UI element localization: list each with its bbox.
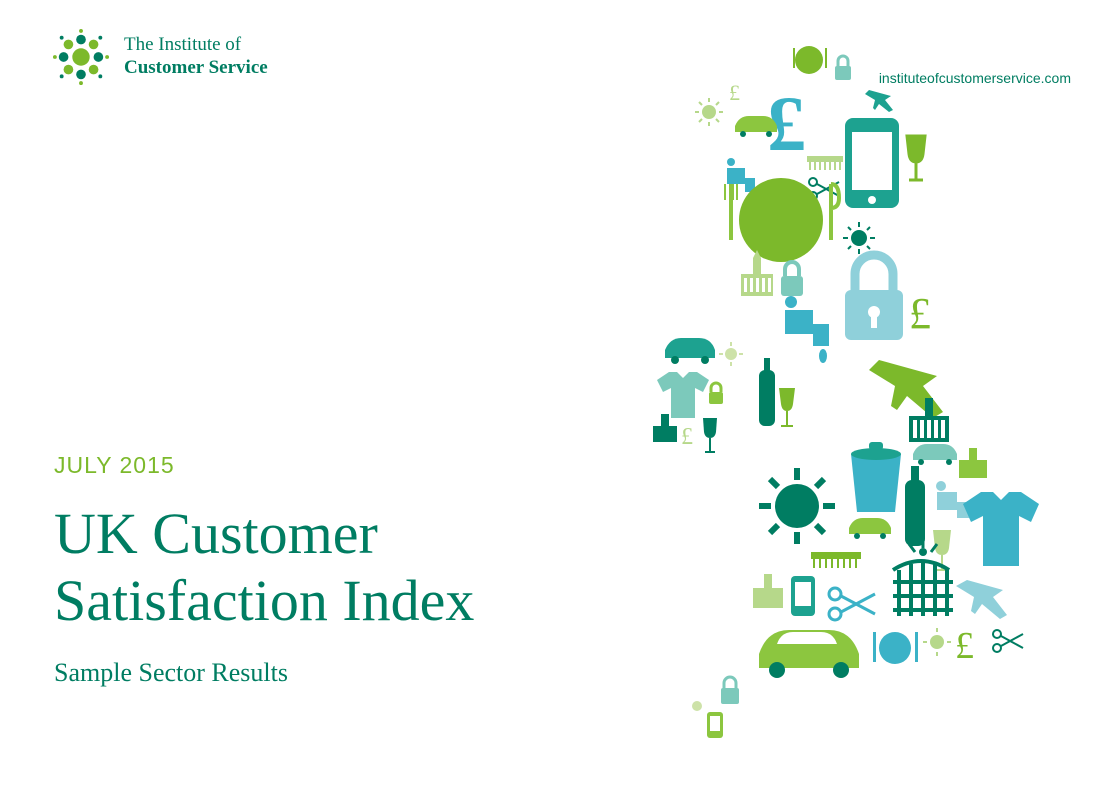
sun-icon	[843, 222, 875, 254]
padlock-icon	[835, 56, 851, 80]
shirt-icon	[657, 372, 709, 418]
main-title-text: UK Customer Satisfaction Index	[54, 501, 474, 633]
comb-icon	[807, 156, 843, 170]
plate-cutlery-icon	[873, 632, 918, 664]
scissors-icon	[829, 588, 875, 620]
padlock-icon	[709, 383, 723, 404]
parliament-icon	[909, 398, 949, 442]
logo-mark	[52, 28, 110, 86]
sun-icon	[719, 342, 743, 366]
car-large-icon	[759, 630, 859, 678]
svg-text:£: £	[909, 289, 931, 338]
sun-icon	[923, 628, 951, 656]
car-icon	[735, 116, 777, 137]
logo-area: The Institute of Customer Service	[52, 28, 268, 86]
title-block: JULY 2015 UK Customer Satisfaction Index…	[54, 452, 474, 688]
uk-map-icon-collage: £ £	[549, 40, 1069, 760]
padlock-icon	[721, 677, 739, 704]
parliament-icon	[653, 414, 677, 442]
airplane-icon	[865, 90, 893, 112]
wine-glass-icon	[779, 388, 795, 426]
parliament-icon	[959, 448, 987, 478]
faucet-large-icon	[785, 296, 829, 363]
svg-text:£: £	[729, 80, 740, 105]
airplane-icon	[956, 580, 1007, 619]
smartphone-icon	[845, 118, 899, 208]
shirt-large-icon	[963, 492, 1039, 566]
car-icon	[665, 338, 715, 364]
sun-large-icon	[759, 468, 835, 544]
svg-text:£: £	[955, 625, 974, 667]
pound-icon: £	[955, 625, 974, 667]
subtitle: Sample Sector Results	[54, 658, 474, 688]
car-icon	[913, 444, 957, 465]
bottle-icon	[759, 358, 775, 426]
sun-icon	[692, 701, 702, 711]
date-label: JULY 2015	[54, 452, 474, 479]
car-icon	[849, 518, 891, 539]
bottle-icon	[905, 466, 925, 546]
trash-bin-icon	[851, 442, 901, 512]
padlock-large-icon	[845, 255, 903, 340]
faucet-icon	[936, 481, 969, 518]
parliament-icon	[753, 574, 783, 608]
sun-icon	[695, 98, 723, 126]
scissors-icon	[993, 630, 1023, 652]
logo-line2: Customer Service	[124, 57, 268, 80]
padlock-icon	[781, 262, 803, 296]
svg-text:£: £	[681, 424, 693, 450]
pound-icon: £	[909, 289, 931, 338]
smartphone-icon	[791, 576, 815, 616]
smartphone-icon	[707, 712, 723, 738]
wine-glass-icon	[703, 418, 717, 452]
pound-icon: £	[681, 424, 693, 450]
plate-cutlery-icon	[793, 46, 827, 74]
main-title: UK Customer Satisfaction Index	[54, 501, 474, 634]
logo-line1: The Institute of	[124, 34, 268, 57]
comb-icon	[811, 552, 861, 568]
pound-icon: £	[729, 80, 740, 105]
logo-text: The Institute of Customer Service	[124, 34, 268, 80]
wine-glass-icon	[907, 136, 925, 180]
